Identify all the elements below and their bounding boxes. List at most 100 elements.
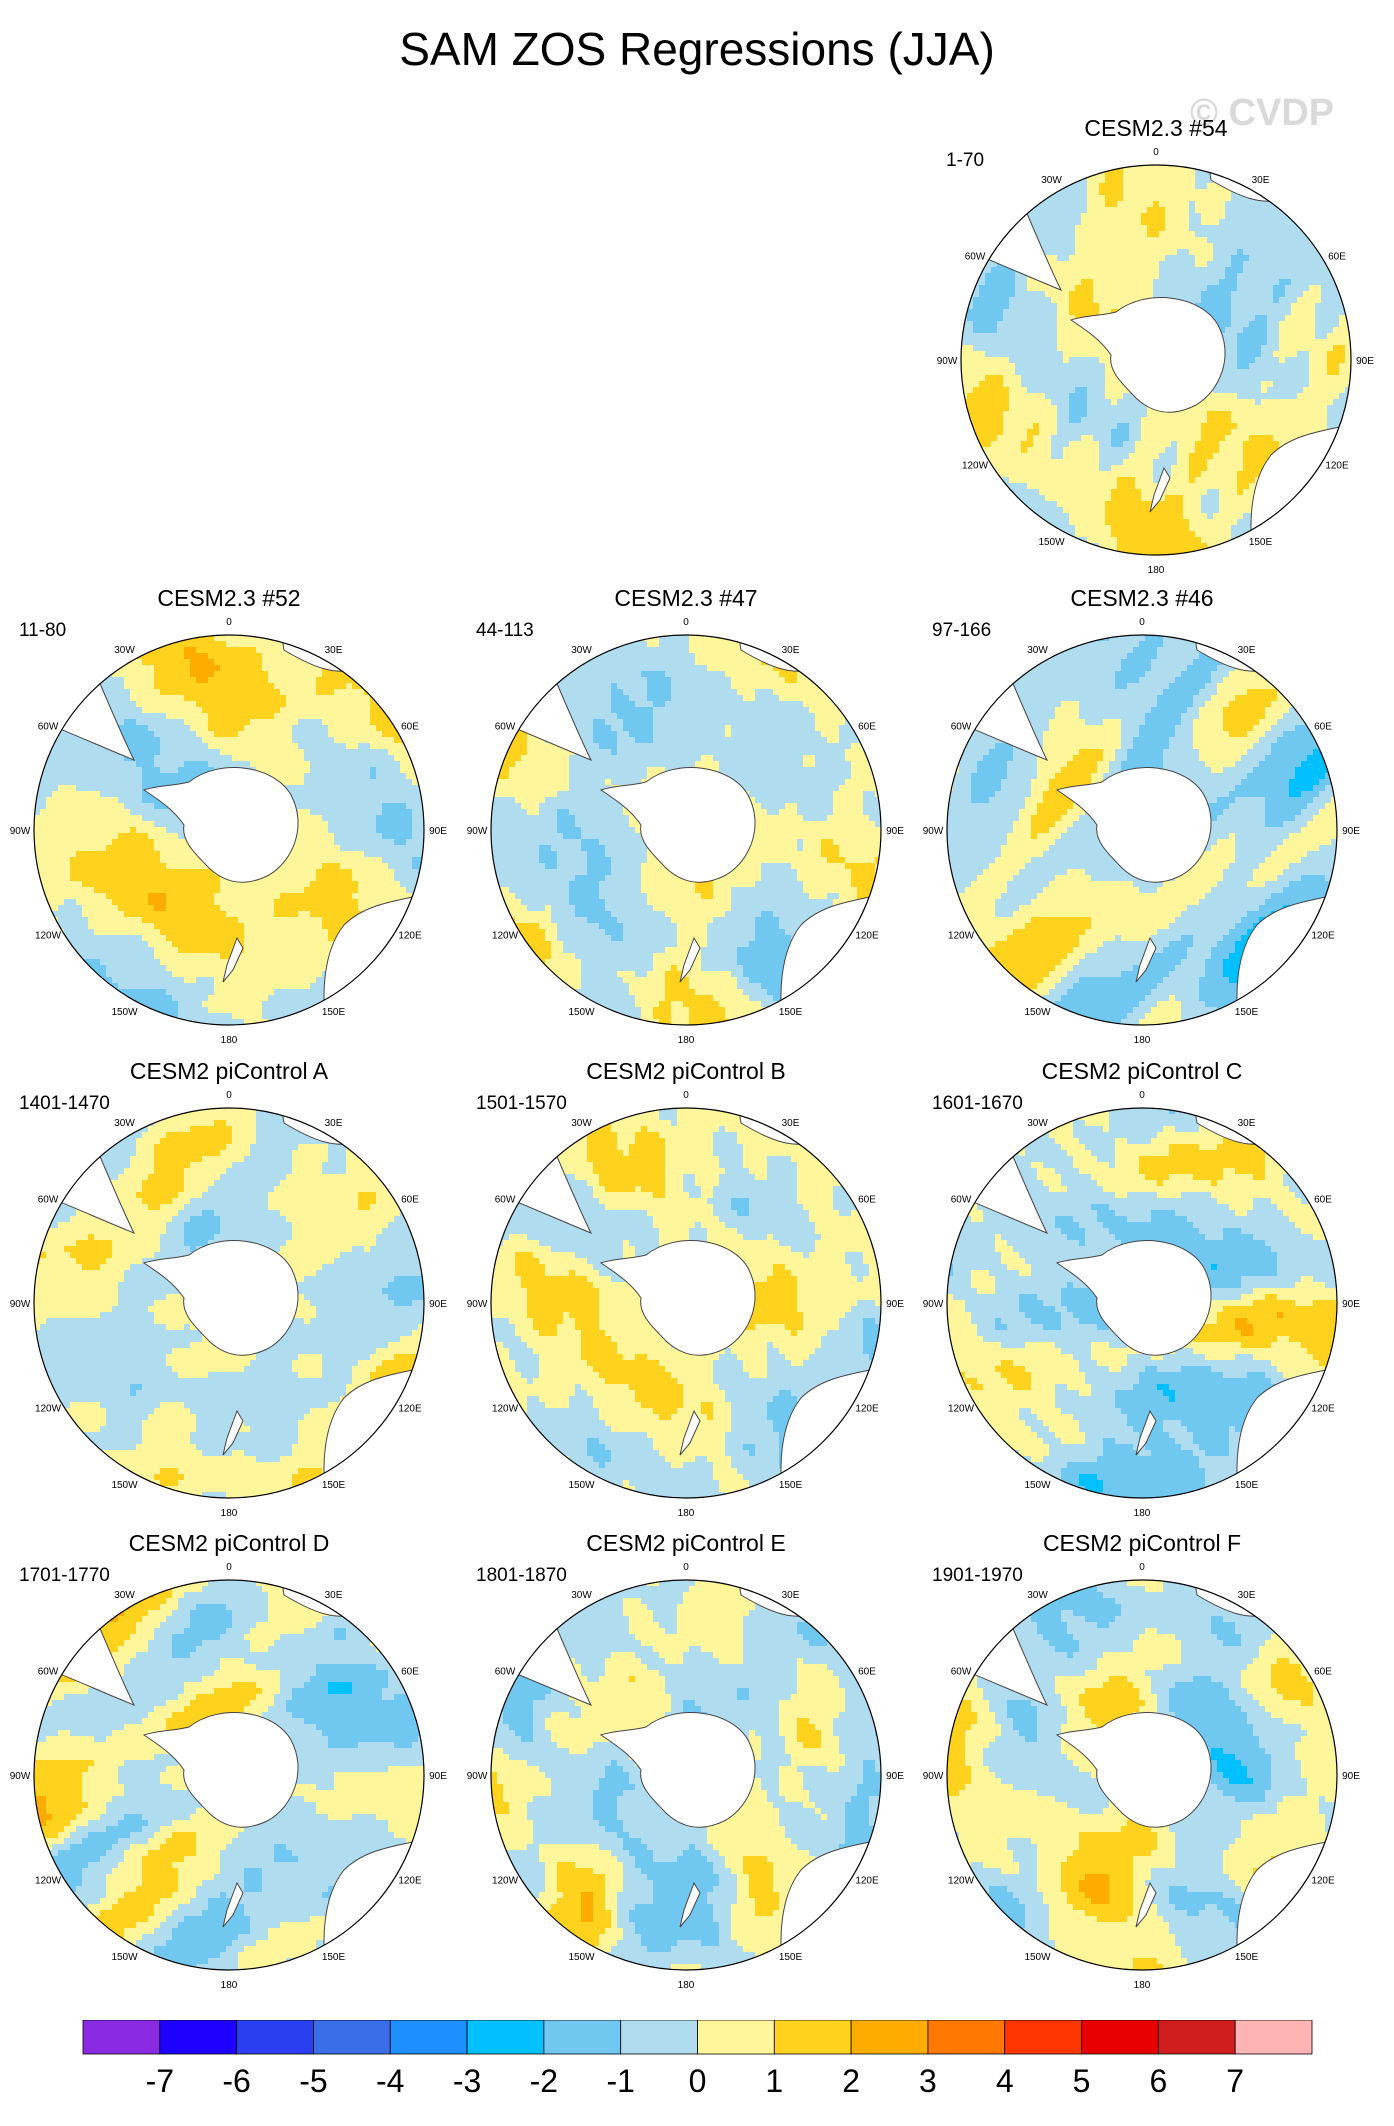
longitude-label: 60E [401,1195,419,1206]
longitude-label: 0 [226,1562,232,1573]
map-panel: 0 30E 60E 90E 120E 150E 180 150W 120W 90W 60W 30W CE… [466,1530,906,2000]
longitude-label: 180 [221,1035,238,1046]
longitude-label: 0 [683,617,689,628]
longitude-label: 120E [855,931,879,942]
longitude-label: 180 [678,1980,695,1991]
colorbar-label: -5 [299,2063,327,2099]
longitude-label: 30W [114,1118,135,1129]
map-border [490,634,882,1026]
panel-years: 1901-1970 [932,1565,1023,1587]
antarctica [142,767,299,883]
polar-map: 0 30E 60E 90E 120E 150E 180 150W 120W 90W 60W 30W [467,1090,905,1519]
panel-years: 1601-1670 [932,1093,1023,1115]
longitude-label: 60W [495,722,516,733]
map-border [946,1579,1338,1971]
colorbar-label: -7 [146,2063,174,2099]
longitude-label: 90W [923,1771,944,1782]
panel-title: CESM2 piControl A [9,1058,449,1085]
new-zealand [222,1409,244,1456]
longitude-label: 120W [948,1876,975,1887]
longitude-label: 150W [111,1952,138,1963]
longitude-label: 120W [492,931,519,942]
longitude-label: 30E [782,1118,800,1129]
longitude-label: 90E [429,1771,447,1782]
polar-map: 0 30E 60E 90E 120E 150E 180 150W 120W 90W 60W 30W [10,1090,448,1519]
map-panel: 0 30E 60E 90E 120E 150E 180 150W 120W 90W 60W 30W CE… [466,1058,906,1528]
longitude-label: 120W [962,461,989,472]
longitude-label: 60W [495,1667,516,1678]
new-zealand [1135,1409,1157,1456]
longitude-label: 150W [1024,1480,1051,1491]
longitude-label: 60W [951,1667,972,1678]
colorbar-swatch [313,2020,391,2055]
longitude-label: 120W [35,1404,62,1415]
panel-years: 1701-1770 [19,1565,110,1587]
colorbar-swatch [159,2020,238,2055]
polar-map: 0 30E 60E 90E 120E 150E 180 150W 120W 90W 60W 30W [923,1090,1361,1519]
longitude-label: 30E [1252,175,1270,186]
longitude-label: 30E [325,1118,343,1129]
panel-title: CESM2 piControl B [466,1058,906,1085]
antarctica [1069,297,1226,413]
colorbar-label: 1 [765,2063,783,2099]
longitude-label: 120W [35,1876,62,1887]
longitude-label: 150E [1235,1007,1259,1018]
new-zealand [1149,466,1171,513]
longitude-label: 180 [221,1508,238,1519]
antarctica [142,1712,299,1828]
longitude-label: 120W [948,1404,975,1415]
longitude-label: 60E [858,722,876,733]
colorbar-swatch [697,2020,775,2055]
map-panel: 0 30E 60E 90E 120E 150E 180 150W 120W 90W 60W 30W CE… [9,1530,449,2000]
colorbar-swatch [1157,2020,1236,2055]
longitude-label: 60E [401,722,419,733]
new-zealand [222,936,244,983]
longitude-label: 150W [1024,1952,1051,1963]
panel-title: CESM2 piControl E [466,1530,906,1557]
colorbar-swatch [927,2020,1006,2055]
longitude-label: 90W [923,1299,944,1310]
panel-title: CESM2 piControl D [9,1530,449,1557]
longitude-label: 0 [1139,1090,1145,1101]
longitude-label: 90E [429,826,447,837]
longitude-label: 120E [855,1404,879,1415]
longitude-label: 150W [111,1007,138,1018]
longitude-label: 120W [948,931,975,942]
longitude-label: 60E [1314,1667,1332,1678]
new-zealand [1135,936,1157,983]
colorbar-label: 5 [1073,2063,1091,2099]
longitude-label: 150E [1235,1952,1259,1963]
antarctica [599,1240,756,1356]
longitude-label: 150E [1249,537,1273,548]
colorbar-swatch [543,2020,622,2055]
longitude-label: 30E [325,1590,343,1601]
longitude-label: 90W [937,356,958,367]
watermark: © CVDP [1190,92,1334,135]
colorbar-label: -3 [453,2063,481,2099]
longitude-label: 180 [1134,1980,1151,1991]
longitude-label: 90E [1342,1299,1360,1310]
new-zealand [679,1409,701,1456]
longitude-label: 150E [1235,1480,1259,1491]
longitude-label: 90E [1342,826,1360,837]
longitude-label: 90W [10,1771,31,1782]
longitude-label: 60E [858,1195,876,1206]
polar-map: 0 30E 60E 90E 120E 150E 180 150W 120W 90W 60W 30W [10,1562,448,1991]
longitude-label: 30E [325,645,343,656]
map-panel: 0 30E 60E 90E 120E 150E 180 150W 120W 90W 60W 30W CE… [466,585,906,1055]
colorbar-swatch [1081,2020,1159,2055]
longitude-label: 60W [951,1195,972,1206]
longitude-label: 150W [1038,537,1065,548]
colorbar-label: -1 [606,2063,634,2099]
colorbar-label: 3 [919,2063,937,2099]
longitude-label: 0 [683,1562,689,1573]
colorbar: -7 -6 -5 -4 -3 -2 -1 0 1 2 3 4 5 6 7 [82,2020,1313,2099]
longitude-label: 120E [1311,931,1335,942]
longitude-label: 30W [1027,645,1048,656]
longitude-label: 0 [226,1090,232,1101]
longitude-label: 120E [398,1876,422,1887]
longitude-label: 150W [568,1007,595,1018]
antarctica [1055,1240,1212,1356]
longitude-label: 90E [1342,1771,1360,1782]
longitude-label: 120E [398,931,422,942]
